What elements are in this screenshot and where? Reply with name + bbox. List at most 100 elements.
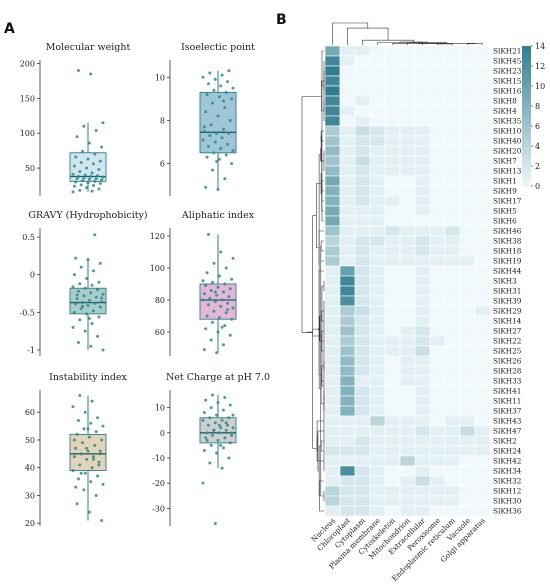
- data-point: [211, 393, 215, 397]
- heatmap-cell: [399, 505, 416, 517]
- heatmap-cell: [324, 295, 341, 307]
- data-point: [91, 162, 95, 166]
- heatmap-cell: [414, 65, 431, 77]
- boxplot-title: Instability index: [49, 372, 127, 383]
- heatmap-cell: [414, 255, 431, 267]
- column-dendrogram-branch: [332, 22, 369, 45]
- data-point: [226, 423, 230, 427]
- data-point: [96, 288, 100, 292]
- data-point: [89, 421, 93, 425]
- heatmap-cell: [429, 375, 446, 387]
- heatmap-cell: [444, 255, 461, 267]
- heatmap-cell: [339, 425, 356, 437]
- y-tick-label: 6: [160, 160, 165, 169]
- heatmap-cell: [354, 375, 371, 387]
- colorbar-segment: [522, 102, 531, 106]
- colorbar-segment: [522, 53, 531, 57]
- heatmap-cell: [429, 235, 446, 247]
- heatmap-cell: [339, 465, 356, 477]
- iqr-box: [69, 287, 107, 315]
- data-point: [202, 348, 206, 352]
- heatmap-cell: [444, 195, 461, 207]
- heatmap-cell: [414, 245, 431, 257]
- heatmap-cell: [369, 505, 386, 517]
- heatmap-cell: [459, 135, 476, 147]
- heatmap-cell: [399, 95, 416, 107]
- heatmap-cell: [354, 65, 371, 77]
- heatmap-cell: [459, 335, 476, 347]
- heatmap-cell: [369, 295, 386, 307]
- data-point: [101, 121, 105, 125]
- heatmap-cell: [384, 95, 401, 107]
- data-point: [98, 261, 102, 265]
- heatmap-cell: [354, 505, 371, 517]
- heatmap-cell: [429, 55, 446, 67]
- colorbar-segment: [522, 116, 531, 120]
- heatmap-cell: [324, 375, 341, 387]
- heatmap-cell: [444, 155, 461, 167]
- data-point: [83, 329, 87, 333]
- heatmap-cell: [429, 445, 446, 457]
- y-tick-label: 10: [155, 73, 165, 82]
- data-point: [220, 136, 224, 140]
- heatmap-cell: [444, 225, 461, 237]
- data-point: [204, 327, 208, 331]
- heatmap-cell: [429, 75, 446, 87]
- heatmap-cell: [474, 85, 491, 97]
- heatmap-cell: [384, 365, 401, 377]
- heatmap-cell: [339, 345, 356, 357]
- heatmap-cell: [354, 135, 371, 147]
- heatmap-cell: [429, 115, 446, 127]
- heatmap-cell: [354, 75, 371, 87]
- heatmap-cell: [324, 255, 341, 267]
- heatmap-cell: [444, 245, 461, 257]
- heatmap-cell: [384, 375, 401, 387]
- row-label: SlKH30: [493, 497, 522, 506]
- heatmap-cell: [354, 215, 371, 227]
- heatmap-cell: [444, 495, 461, 507]
- heatmap-cell: [474, 365, 491, 377]
- data-point: [221, 343, 225, 347]
- colorbar-segment: [522, 46, 531, 50]
- heatmap-cell: [474, 495, 491, 507]
- heatmap-cell: [474, 275, 491, 287]
- heatmap-cell: [354, 455, 371, 467]
- heatmap-cell: [444, 325, 461, 337]
- row-label: SlKH44: [493, 267, 522, 276]
- row-label: SlKH13: [493, 167, 522, 176]
- data-point: [226, 142, 230, 146]
- heatmap-cell: [384, 355, 401, 367]
- data-point: [215, 131, 219, 135]
- data-point: [76, 174, 80, 178]
- boxplot-5: Instability index 20 30 40 50 60: [25, 372, 128, 528]
- data-point: [90, 466, 94, 470]
- colorbar-segment: [522, 56, 531, 61]
- row-label: SlKH12: [493, 487, 521, 496]
- row-label: SlKH3: [493, 277, 517, 286]
- colorbar-segment: [522, 119, 531, 124]
- data-point: [71, 285, 75, 289]
- data-point: [212, 309, 216, 313]
- heatmap-cell: [444, 45, 461, 57]
- row-label: SlKH39: [493, 297, 522, 306]
- data-point: [209, 443, 213, 447]
- data-point: [78, 170, 82, 174]
- heatmap-cell: [369, 285, 386, 297]
- heatmap-cell: [414, 265, 431, 277]
- data-point: [230, 277, 234, 281]
- row-label: SlKH27: [493, 327, 522, 336]
- data-point: [216, 188, 220, 192]
- heatmap-cell: [339, 265, 356, 277]
- data-point: [81, 179, 85, 183]
- data-point: [75, 502, 79, 506]
- heatmap-cell: [474, 375, 491, 387]
- heatmap-cell: [324, 85, 341, 97]
- colorbar-segment: [522, 144, 531, 148]
- heatmap-cell: [399, 265, 416, 277]
- heatmap-cell: [429, 395, 446, 407]
- heatmap-cell: [399, 245, 416, 257]
- heatmap-cell: [444, 505, 461, 517]
- data-point: [204, 436, 208, 440]
- heatmap-cell: [459, 325, 476, 337]
- heatmap-cell: [339, 245, 356, 257]
